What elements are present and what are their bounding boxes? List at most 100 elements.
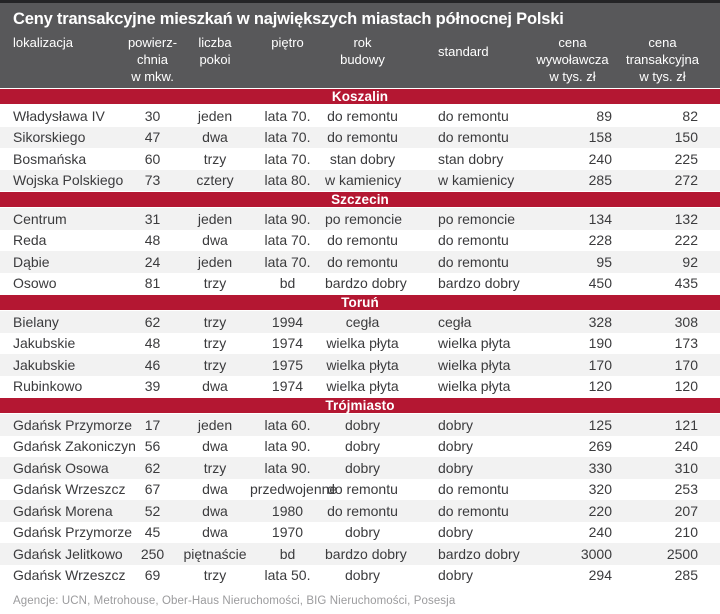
cell-rok-budowy: do remontu: [327, 232, 398, 249]
cell-cena-transakcyjna: 173: [674, 335, 698, 352]
cell-standard: wielka płyta: [438, 335, 511, 352]
cell-pietro: 1980: [271, 502, 304, 519]
cell-cena-wywolawcza: 240: [588, 150, 612, 167]
table-row: Osowo 81 trzy bd bardzo dobry bardzo dobry 450…: [0, 273, 720, 295]
column-header-cena-wywolawcza: cena wywoławcza w tys. zł: [536, 35, 609, 85]
cell-powierzchnia: 39: [144, 378, 161, 395]
cell-standard: wielka płyta: [438, 378, 511, 395]
cell-liczba-pokoi: trzy: [203, 275, 227, 292]
cell-rok-budowy: dobry: [344, 524, 381, 541]
cell-cena-transakcyjna: 207: [674, 502, 698, 519]
cell-cena-wywolawcza: 269: [588, 438, 612, 455]
cell-standard: dobry: [438, 459, 474, 476]
cell-cena-wywolawcza: 89: [596, 107, 612, 124]
table-row: Jakubskie 48 trzy 1974 wielka płyta wielka pł…: [0, 333, 720, 355]
cell-rok-budowy: do remontu: [327, 107, 398, 124]
cell-lokalizacja: Gdańsk Wrzeszcz: [13, 481, 126, 498]
cell-liczba-pokoi: trzy: [203, 335, 227, 352]
cell-lokalizacja: Gdańsk Przymorze: [13, 524, 133, 541]
cell-pietro: 1970: [271, 524, 304, 541]
cell-rok-budowy: wielka płyta: [326, 356, 399, 373]
cell-powierzchnia: 47: [144, 129, 161, 146]
table-row: Rubinkowo 39 dwa 1974 wielka płyta wielka pły…: [0, 376, 720, 398]
cell-pietro: lata 50.: [264, 567, 311, 584]
section-header-szczecin: Szczecin: [0, 191, 720, 208]
table-row: Gdańsk Przymorze 17 jeden lata 60. dobry dobr…: [0, 414, 720, 436]
cell-powierzchnia: 46: [144, 356, 161, 373]
cell-cena-transakcyjna: 285: [674, 567, 698, 584]
cell-pietro: lata 80.: [264, 172, 311, 189]
cell-liczba-pokoi: dwa: [202, 502, 228, 519]
cell-liczba-pokoi: trzy: [203, 150, 227, 167]
cell-standard: cegła: [438, 313, 472, 330]
cell-lokalizacja: Dąbie: [13, 253, 50, 270]
cell-lokalizacja: Reda: [13, 232, 47, 249]
column-header-pietro: piętro: [271, 35, 304, 50]
cell-lokalizacja: Osowo: [13, 275, 57, 292]
cell-liczba-pokoi: dwa: [202, 524, 228, 541]
cell-cena-wywolawcza: 330: [588, 459, 612, 476]
cell-powierzchnia: 81: [144, 275, 161, 292]
cell-rok-budowy: do remontu: [327, 253, 398, 270]
cell-rok-budowy: po remoncie: [325, 210, 403, 227]
table-row: Gdańsk Jelitkowo 250 piętnaście bd bardzo do…: [0, 543, 720, 565]
cell-powierzchnia: 24: [144, 253, 161, 270]
cell-pietro: bd: [279, 275, 296, 292]
table-row: Sikorskiego 47 dwa lata 70. do remontu do rem…: [0, 126, 720, 148]
table-row: Gdańsk Osowa 62 trzy lata 90. dobry dobry 330 3…: [0, 457, 720, 479]
cell-lokalizacja: Władysława IV: [13, 107, 105, 124]
cell-cena-transakcyjna: 272: [674, 172, 698, 189]
section-header-koszalin: Koszalin: [0, 88, 720, 105]
cell-liczba-pokoi: dwa: [202, 378, 228, 395]
cell-lokalizacja: Gdańsk Przymorze: [13, 416, 133, 433]
column-header-liczba-pokoi: liczba pokoi: [198, 35, 232, 68]
cell-liczba-pokoi: jeden: [197, 253, 233, 270]
table-row: Gdańsk Zakoniczyn 56 dwa lata 90. dobry dobry…: [0, 436, 720, 458]
cell-pietro: lata 90.: [264, 210, 311, 227]
cell-powierzchnia: 67: [144, 481, 161, 498]
cell-cena-wywolawcza: 240: [588, 524, 612, 541]
cell-liczba-pokoi: trzy: [203, 313, 227, 330]
cell-lokalizacja: Gdańsk Wrzeszcz: [13, 567, 126, 584]
table-row: Reda 48 dwa lata 70. do remontu do remontu 228…: [0, 230, 720, 252]
cell-liczba-pokoi: jeden: [197, 210, 233, 227]
cell-rok-budowy: do remontu: [327, 481, 398, 498]
table-row: Bosmańska 60 trzy lata 70. stan dobry stan do…: [0, 148, 720, 170]
cell-cena-transakcyjna: 435: [674, 275, 698, 292]
cell-cena-transakcyjna: 225: [674, 150, 698, 167]
cell-pietro: lata 70.: [264, 129, 311, 146]
cell-standard: dobry: [438, 438, 474, 455]
cell-cena-transakcyjna: 308: [674, 313, 698, 330]
cell-rok-budowy: dobry: [344, 459, 381, 476]
cell-lokalizacja: Jakubskie: [13, 356, 76, 373]
cell-cena-transakcyjna: 150: [674, 129, 698, 146]
cell-standard: do remontu: [438, 502, 509, 519]
cell-liczba-pokoi: piętnaście: [183, 545, 247, 562]
table-body: Koszalin Władysława IV 30 jeden lata 70. do r…: [0, 88, 720, 586]
column-header-standard: standard: [438, 44, 489, 59]
cell-powierzchnia: 45: [144, 524, 161, 541]
cell-standard: do remontu: [438, 129, 509, 146]
cell-rok-budowy: w kamienicy: [325, 172, 402, 189]
cell-lokalizacja: Rubinkowo: [13, 378, 83, 395]
section-header-torun: Toruń: [0, 294, 720, 311]
cell-cena-wywolawcza: 450: [588, 275, 612, 292]
cell-powierzchnia: 30: [144, 107, 161, 124]
cell-pietro: lata 70.: [264, 232, 311, 249]
cell-powierzchnia: 48: [144, 232, 161, 249]
source-note: Agencje: UCN, Metrohouse, Ober-Haus Nier…: [13, 595, 456, 607]
cell-cena-transakcyjna: 310: [674, 459, 698, 476]
cell-cena-transakcyjna: 253: [674, 481, 698, 498]
cell-liczba-pokoi: dwa: [202, 481, 228, 498]
cell-lokalizacja: Sikorskiego: [13, 129, 86, 146]
cell-standard: do remontu: [438, 107, 509, 124]
cell-liczba-pokoi: dwa: [202, 129, 228, 146]
cell-pietro: 1994: [271, 313, 304, 330]
cell-standard: dobry: [438, 524, 474, 541]
cell-standard: dobry: [438, 567, 474, 584]
cell-pietro: lata 90.: [264, 438, 311, 455]
cell-liczba-pokoi: trzy: [203, 459, 227, 476]
cell-lokalizacja: Bosmańska: [13, 150, 87, 167]
cell-cena-wywolawcza: 220: [588, 502, 612, 519]
